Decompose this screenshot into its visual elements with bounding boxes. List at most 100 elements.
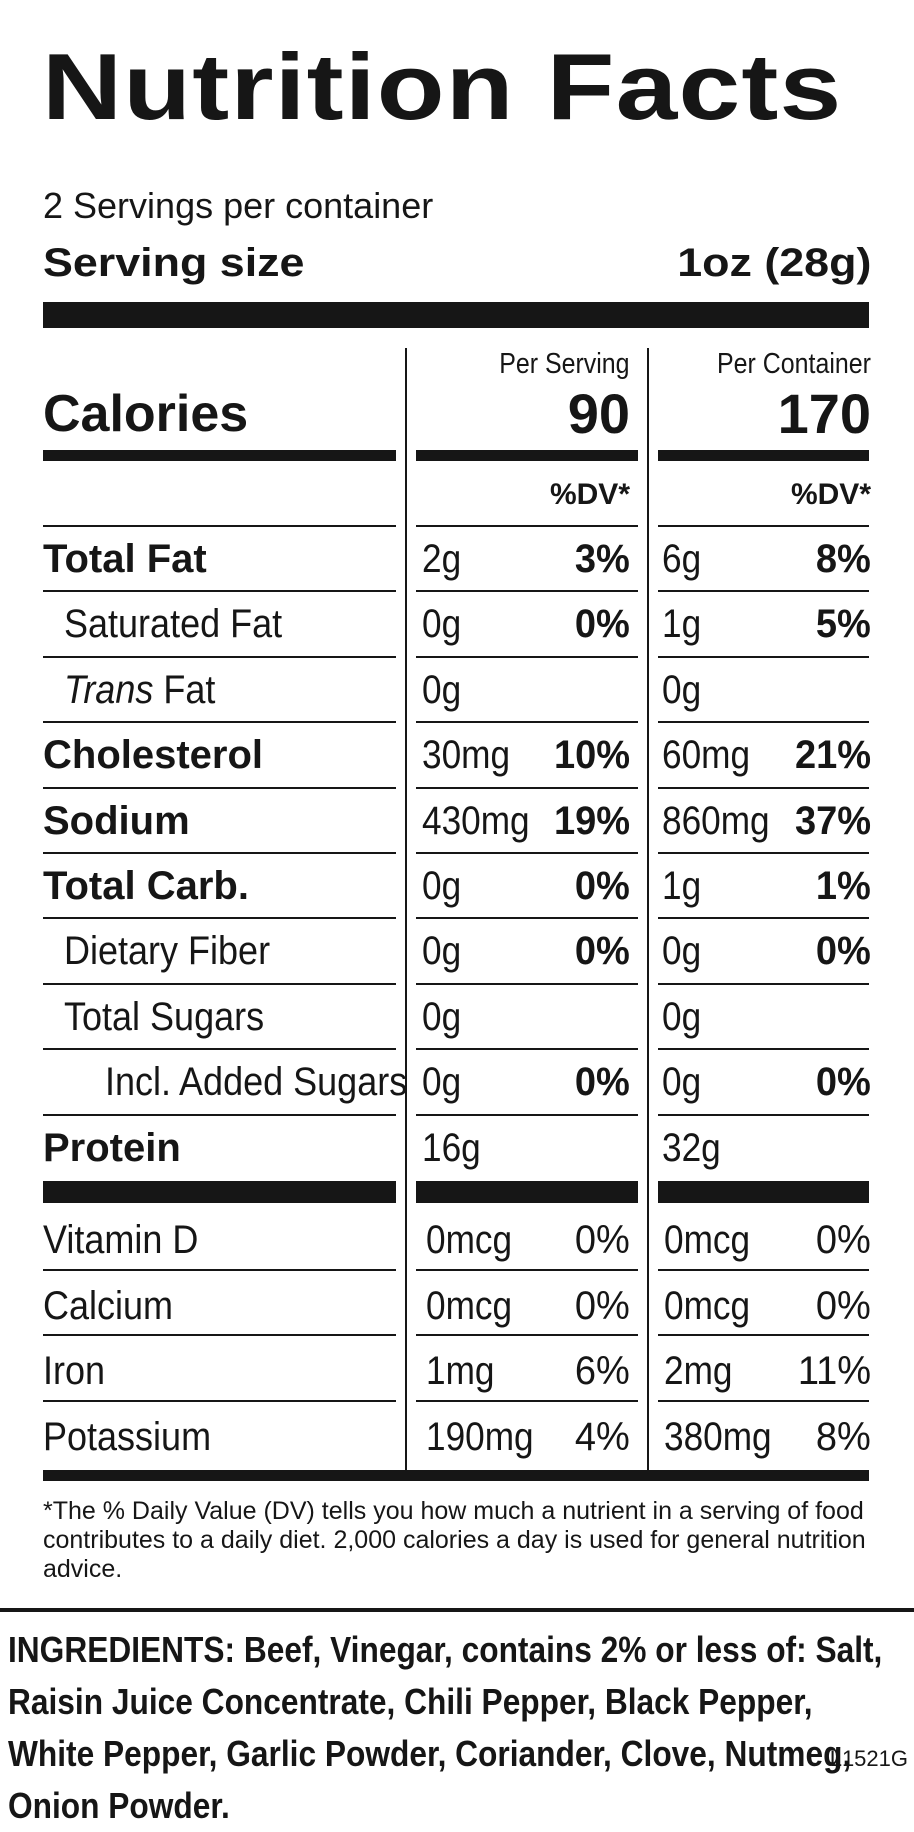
per-container-header: Per Container xyxy=(717,348,871,380)
vitamin-serving-amount: 1mg xyxy=(426,1349,495,1393)
row-divider-serving xyxy=(416,852,638,854)
row-divider-label xyxy=(43,917,396,920)
row-divider-label xyxy=(43,525,396,527)
calories-bar-serving xyxy=(416,450,638,461)
thick-divider-bottom xyxy=(43,1470,869,1481)
row-divider-container xyxy=(658,1113,869,1116)
container-dv: 1% xyxy=(816,864,871,908)
row-divider-serving xyxy=(416,1334,638,1336)
serving-dv: 0% xyxy=(575,864,630,908)
row-divider-label xyxy=(43,982,396,985)
row-divider-serving xyxy=(416,1268,638,1271)
row-divider-container xyxy=(658,852,869,854)
row-divider-serving xyxy=(416,982,638,985)
vitamin-serving-amount: 190mg xyxy=(426,1414,534,1459)
serving-dv: 3% xyxy=(575,537,630,581)
per-serving-header: Per Serving xyxy=(499,348,630,380)
row-divider-serving xyxy=(416,525,638,527)
serving-dv: 0% xyxy=(575,929,630,974)
nutrient-label: Protein xyxy=(43,1125,181,1170)
vitamin-label: Potassium xyxy=(43,1414,212,1459)
vitamin-serving-dv: 0% xyxy=(575,1218,630,1262)
row-divider-serving xyxy=(416,1399,638,1402)
calories-label: Calories xyxy=(43,385,249,443)
column-divider-2 xyxy=(647,348,649,1470)
row-divider-label xyxy=(43,1113,396,1116)
serving-amount: 0g xyxy=(422,1060,462,1105)
row-divider-label xyxy=(43,786,396,789)
nutrient-label-italic: Trans xyxy=(64,667,154,712)
container-dv: 37% xyxy=(794,798,871,843)
column-divider-1 xyxy=(405,348,407,1470)
calories-per-container: 170 xyxy=(777,382,871,445)
nutrient-label: Total Sugars xyxy=(64,994,265,1039)
vitamin-label: Calcium xyxy=(43,1283,174,1328)
row-divider-container xyxy=(658,982,869,985)
vitamins-bar-serving xyxy=(416,1181,638,1203)
container-dv: 8% xyxy=(816,537,871,581)
servings-per-container: 2 Servings per container xyxy=(43,185,434,226)
container-amount: 0g xyxy=(662,929,702,974)
product-code: L1521G xyxy=(829,1746,908,1771)
row-divider-label xyxy=(43,1268,396,1271)
row-divider-label xyxy=(43,852,396,854)
thick-divider-top xyxy=(43,302,869,328)
container-amount: 1g xyxy=(662,864,702,908)
serving-dv: 10% xyxy=(553,733,630,778)
container-amount: 1g xyxy=(662,602,702,647)
calories-per-serving: 90 xyxy=(567,382,630,445)
nutrient-label: Total Carb. xyxy=(43,864,249,908)
vitamin-serving-amount: 0mcg xyxy=(426,1283,513,1328)
row-divider-serving xyxy=(416,917,638,920)
container-dv: 5% xyxy=(816,602,871,647)
vitamin-container-amount: 0mcg xyxy=(664,1218,751,1262)
row-divider-label xyxy=(43,590,396,593)
nutrient-label: Total Fat xyxy=(43,537,207,581)
row-divider-serving xyxy=(416,721,638,724)
calories-bar-container xyxy=(658,450,869,461)
container-dv: 0% xyxy=(816,929,871,974)
row-divider-container xyxy=(658,1399,869,1402)
vitamin-serving-dv: 0% xyxy=(575,1283,630,1328)
row-divider-container xyxy=(658,917,869,920)
row-divider-container xyxy=(658,721,869,724)
serving-amount: 30mg xyxy=(422,733,511,778)
row-divider-serving xyxy=(416,590,638,593)
container-amount: 6g xyxy=(662,537,702,581)
row-divider-container xyxy=(658,525,869,527)
ingredients-text: INGREDIENTS: Beef, Vinegar, contains 2% … xyxy=(8,1629,883,1826)
vitamin-label: Iron xyxy=(43,1349,106,1393)
daily-value-footnote: *The % Daily Value (DV) tells you how mu… xyxy=(43,1497,866,1583)
nutrient-label: Sodium xyxy=(43,798,190,843)
container-amount: 60mg xyxy=(662,733,751,778)
serving-amount: 0g xyxy=(422,929,462,974)
serving-amount: 2g xyxy=(422,537,462,581)
serving-size-value: 1oz (28g) xyxy=(676,241,871,285)
serving-dv: 0% xyxy=(575,602,630,647)
row-divider-container xyxy=(658,1334,869,1336)
vitamin-container-amount: 380mg xyxy=(664,1414,772,1459)
dv-header-serving: %DV* xyxy=(549,478,630,511)
row-divider-serving xyxy=(416,1113,638,1116)
nutrient-label: Dietary Fiber xyxy=(64,929,271,974)
row-divider-label xyxy=(43,1334,396,1336)
dv-header-container: %DV* xyxy=(790,478,871,511)
label-title: Nutrition Facts xyxy=(42,34,843,139)
serving-amount: 16g xyxy=(422,1125,481,1170)
container-amount: 0g xyxy=(662,1060,702,1105)
calories-bar-label xyxy=(43,450,396,461)
container-amount: 860mg xyxy=(662,798,770,843)
vitamin-container-dv: 8% xyxy=(816,1414,871,1459)
vitamin-container-dv: 0% xyxy=(816,1218,871,1262)
vitamin-serving-dv: 4% xyxy=(575,1414,630,1459)
nutrient-label: Incl. Added Sugars xyxy=(105,1060,408,1105)
row-divider-label xyxy=(43,1399,396,1402)
nutrient-label: Saturated Fat xyxy=(64,602,283,647)
row-divider-container xyxy=(658,1268,869,1271)
vitamin-label: Vitamin D xyxy=(43,1218,199,1262)
vitamin-container-amount: 0mcg xyxy=(664,1283,751,1328)
container-amount: 0g xyxy=(662,667,702,712)
serving-amount: 0g xyxy=(422,864,462,908)
row-divider-container xyxy=(658,655,869,658)
vitamin-container-dv: 0% xyxy=(816,1283,871,1328)
